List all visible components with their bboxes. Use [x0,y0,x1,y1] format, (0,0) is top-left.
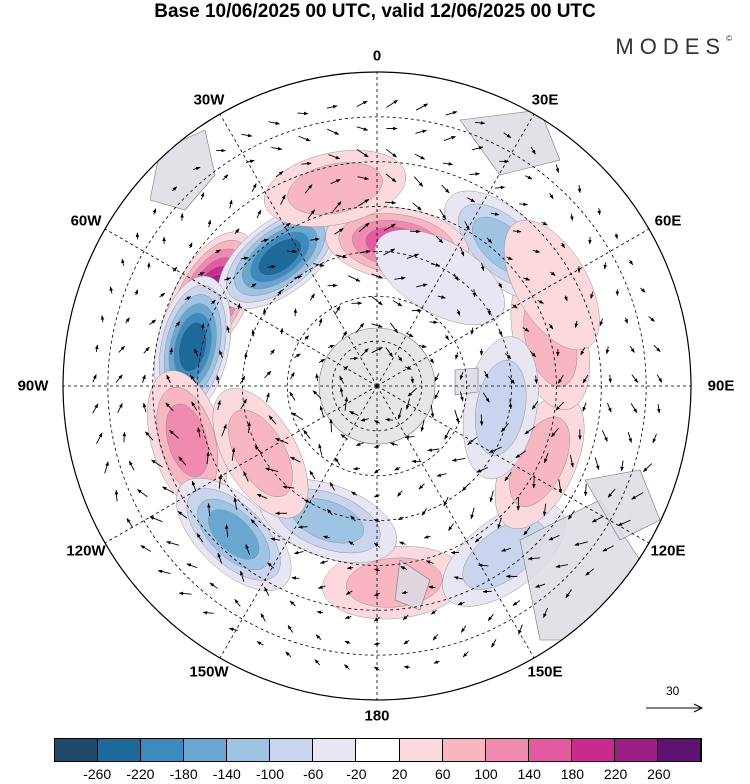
colorbar-tick-label: -20 [346,766,366,782]
colorbar-segment [486,739,529,761]
colorbar-segment [529,739,572,761]
colorbar-tick-label: 100 [474,766,497,782]
longitude-label: 90E [708,378,735,395]
longitude-label: 90W [18,378,49,395]
longitude-label: 60W [71,213,102,230]
colorbar-segment [227,739,270,761]
colorbar-segment [356,739,399,761]
colorbar-segment [313,739,356,761]
wind-vector [412,461,421,462]
longitude-label: 150E [527,663,562,680]
wind-vector [483,591,492,592]
colorbar-tick-label: 180 [561,766,584,782]
colorbar-tick-label: -220 [126,766,154,782]
colorbar-segment [658,739,701,761]
colorbar-tick-label: -140 [213,766,241,782]
wind-vector [287,251,297,252]
wind-vector [297,113,308,114]
colorbar-tick-label: 260 [647,766,670,782]
colorbar-segment [98,739,141,761]
colorbar-tick-label: -180 [170,766,198,782]
wind-vector [203,324,204,330]
longitude-label: 0 [373,48,381,65]
longitude-label: 30W [194,92,225,109]
colorbar-segment [572,739,615,761]
wind-vector [328,285,338,286]
wind-vector [295,309,296,316]
colorbar-segment [443,739,486,761]
colorbar [54,738,702,762]
longitude-label: 180 [364,708,389,725]
longitude-label: 120W [66,543,105,560]
longitude-label: 150W [189,663,228,680]
colorbar-tick-label: -260 [83,766,111,782]
colorbar-tick-label: -60 [303,766,323,782]
longitude-label: 60E [655,213,682,230]
wind-vector [489,309,490,315]
colorbar-tick-label: 140 [518,766,541,782]
polar-map [0,0,750,735]
colorbar-tick-label: 60 [435,766,451,782]
wind-vector [124,432,125,442]
colorbar-segment [400,739,443,761]
longitude-label: 120E [650,543,685,560]
arrow-right-icon [642,684,706,720]
colorbar-segment [141,739,184,761]
colorbar-tick-label: 220 [604,766,627,782]
longitude-label: 30E [532,92,559,109]
colorbar-segment [270,739,313,761]
colorbar-labels: -260 -220 -180 -140 -100 -60 -20 20 60 100 140 180 2… [0,766,750,784]
colorbar-segment [615,739,658,761]
wind-vector [534,476,535,488]
reference-vector: 30 [642,684,706,720]
colorbar-tick-label: 20 [392,766,408,782]
colorbar-segment [55,739,98,761]
colorbar-segment [184,739,227,761]
colorbar-tick-label: -100 [256,766,284,782]
